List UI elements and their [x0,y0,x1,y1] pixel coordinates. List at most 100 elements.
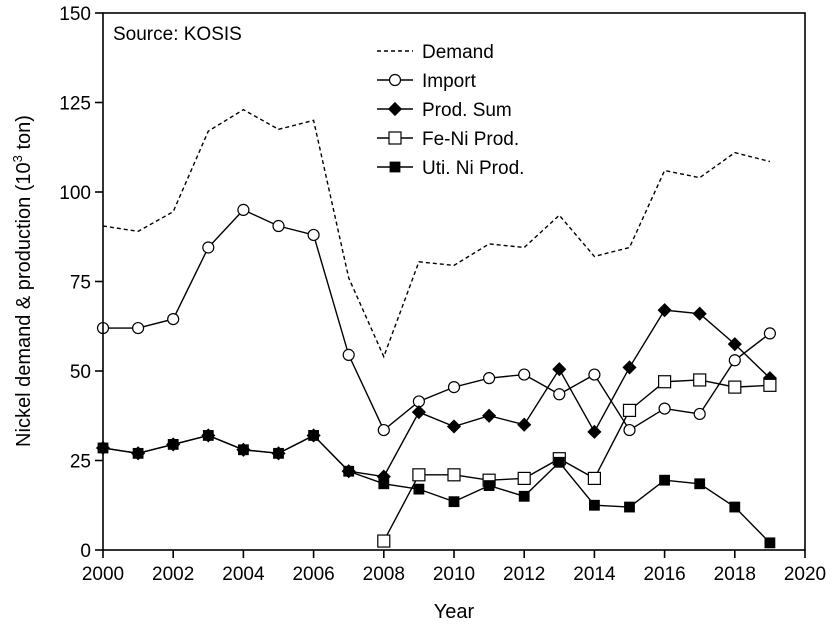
data-point-prod-sum [411,405,426,420]
y-tick-label: 50 [70,362,91,383]
data-point-uti-ni-prod [273,447,284,459]
x-axis: 2000 2002 2004 2006 2008 2010 2012 2014 2016 2018… [82,550,826,585]
data-point-uti-ni-prod [378,478,390,490]
series-import [96,203,777,437]
x-tick-label: 2000 [82,564,124,585]
x-tick-label: 2010 [433,564,475,585]
data-point-import [132,321,145,335]
y-axis-title: Nickel demand & production (103 ton) [10,115,35,447]
data-point-fe-ni-prod [693,373,707,387]
series-line-prod-sum [102,309,771,478]
x-tick-label: 2006 [292,564,334,585]
data-point-uti-ni-prod [764,537,776,549]
data-point-uti-ni-prod [589,499,600,511]
data-point-import [272,219,285,233]
y-axis-title-tail: ton) [13,115,35,155]
data-point-uti-ni-prod [553,456,565,468]
y-tick-label: 0 [80,541,91,562]
series-demand [102,108,771,359]
source-annotation: Source: KOSIS [113,24,242,45]
x-tick-label: 2018 [714,564,756,585]
data-point-uti-ni-prod [483,480,495,491]
legend-item-demand: Demand [377,42,494,63]
data-point-fe-ni-prod [447,468,461,482]
data-point-import [377,423,390,437]
data-point-fe-ni-prod [587,471,602,485]
data-point-import [167,312,180,326]
legend-item-prod-sum: Prod. Sum [377,100,512,121]
legend-label-fe-ni-prod: Fe-Ni Prod. [422,129,519,150]
y-tick-label: 25 [70,452,91,473]
legend-marker-import [388,73,402,87]
data-point-prod-sum [727,337,742,352]
series-line-import [103,209,771,432]
x-tick-label: 2004 [222,564,265,585]
data-point-prod-sum [657,303,672,318]
legend-item-fe-ni-prod: Fe-Ni Prod. [377,129,519,150]
data-point-fe-ni-prod [377,534,391,548]
data-point-uti-ni-prod [518,490,530,502]
legend-marker-fe-ni-prod [388,131,402,145]
series-line-fe-ni-prod [383,379,770,542]
data-point-prod-sum [446,419,462,434]
data-point-import [693,407,706,421]
data-point-uti-ni-prod [343,465,355,477]
data-point-prod-sum [692,306,707,321]
legend-marker-uti-ni-prod [389,161,401,173]
legend-label-demand: Demand [422,42,494,63]
data-point-uti-ni-prod [167,438,179,450]
legend-marker-prod-sum [387,101,403,117]
data-point-uti-ni-prod [413,483,425,495]
data-point-uti-ni-prod [448,496,460,508]
x-axis-title: Year [434,601,475,623]
data-point-import [307,228,320,242]
data-point-uti-ni-prod [202,430,214,441]
data-point-fe-ni-prod [657,375,672,389]
data-point-prod-sum [587,424,602,439]
series-uti-ni-prod [97,430,776,549]
data-point-fe-ni-prod [728,380,742,394]
data-point-import [447,381,461,394]
data-point-uti-ni-prod [308,430,320,441]
data-point-prod-sum [517,417,532,432]
data-point-import [728,354,741,367]
data-point-import [763,327,777,340]
series-prod-sum [95,303,777,484]
data-point-fe-ni-prod [763,378,777,392]
data-point-uti-ni-prod [659,474,670,486]
series-fe-ni-prod [377,373,777,548]
data-point-uti-ni-prod [694,478,706,490]
data-point-import [237,203,250,216]
x-tick-label: 2020 [784,564,826,585]
series-line-demand [102,108,771,359]
x-tick-label: 2012 [503,564,545,585]
data-point-prod-sum [482,408,497,423]
data-point-uti-ni-prod [132,447,144,459]
data-point-uti-ni-prod [237,444,249,456]
y-axis-title-main: Nickel demand & production (10 [13,162,35,447]
x-tick-label: 2008 [363,564,405,585]
data-point-import [623,423,636,437]
plot-content [95,108,777,549]
x-tick-label: 2002 [152,564,194,585]
data-point-import [553,388,566,401]
data-point-fe-ni-prod [517,471,531,485]
data-point-prod-sum [622,360,637,375]
data-point-fe-ni-prod [412,468,426,482]
data-point-import [202,241,215,254]
data-point-uti-ni-prod [729,501,741,513]
y-tick-label: 125 [59,94,91,115]
y-axis: 0 25 50 75 100 125 150 [59,4,103,562]
y-tick-label: 100 [59,183,91,204]
data-point-import [658,402,671,415]
y-axis-title-sup: 3 [10,155,25,162]
legend: Demand Import Prod. Sum Fe-Ni Prod. Uti. Ni … [377,42,524,179]
y-tick-label: 75 [70,273,91,294]
data-point-import [588,368,601,381]
x-tick-label: 2014 [573,564,616,585]
y-tick-label: 150 [59,4,91,25]
legend-label-import: Import [422,71,477,92]
data-point-import [483,372,496,385]
legend-item-uti-ni-prod: Uti. Ni Prod. [377,158,524,179]
